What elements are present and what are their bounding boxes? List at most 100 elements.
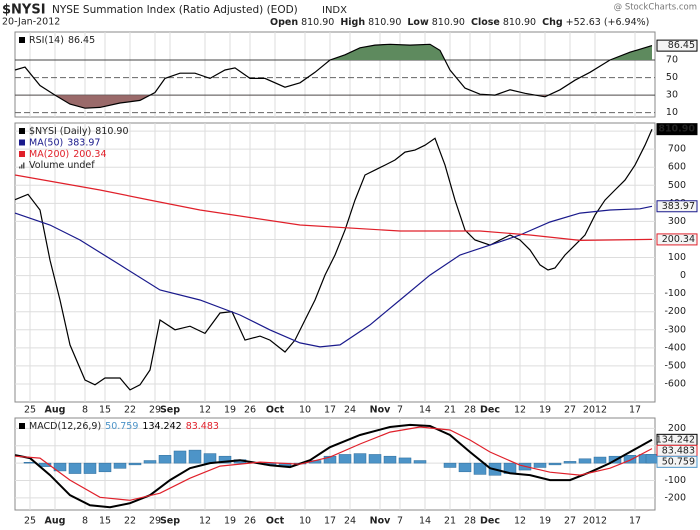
quote-value: 810.90 xyxy=(368,17,401,28)
line xyxy=(14,423,653,509)
line xyxy=(14,205,653,348)
histogram-bar xyxy=(353,453,367,464)
legend-value: 83.483 xyxy=(186,421,219,432)
quote-label: Close xyxy=(471,17,500,28)
quote-label: Open xyxy=(270,17,298,28)
histogram-bar xyxy=(623,455,637,464)
histogram-bar xyxy=(578,458,592,464)
x-tick-label: 12 xyxy=(199,405,211,416)
y-tick-label: -100 xyxy=(664,288,686,299)
histogram-bar xyxy=(593,456,607,464)
x-tick-label: Sep xyxy=(160,516,180,527)
histogram-bar xyxy=(645,454,659,464)
last-value: 200.34 xyxy=(662,234,695,245)
legend-value: 383.97 xyxy=(67,137,100,148)
index-name: NYSE Summation Index (Ratio Adjusted) (E… xyxy=(52,4,298,16)
x-tick-label: 12 xyxy=(514,516,526,527)
x-tick-label: 14 xyxy=(419,405,431,416)
legend-icon xyxy=(21,164,23,169)
quote-label: Chg xyxy=(542,17,563,28)
last-value: 86.45 xyxy=(668,40,695,51)
x-tick-label: Dec xyxy=(480,405,500,416)
y-tick-label: 30 xyxy=(666,90,678,101)
x-tick-label: 10 xyxy=(299,516,311,527)
quote-label: Low xyxy=(407,17,429,28)
x-tick-label: 15 xyxy=(99,516,111,527)
y-tick-label: -200 xyxy=(664,306,686,317)
x-tick-label: 19 xyxy=(539,516,551,527)
x-tick-label: 22 xyxy=(124,516,136,527)
x-tick-label: 10 xyxy=(299,405,311,416)
date: 20-Jan-2012 xyxy=(2,17,60,28)
x-tick-label: 21 xyxy=(444,405,456,416)
last-value-box xyxy=(656,455,698,468)
y-tick-label: -200 xyxy=(664,492,686,503)
x-tick-label: 2012 xyxy=(583,405,607,416)
legend-value: 134.242 xyxy=(142,421,181,432)
panel xyxy=(14,122,656,403)
symbol: $NYSI xyxy=(2,3,46,18)
exchange: INDX xyxy=(322,5,347,16)
histogram-bar xyxy=(368,454,382,464)
histogram-bar xyxy=(398,457,412,464)
quote-label: High xyxy=(340,17,365,28)
histogram-bar xyxy=(323,455,337,464)
x-tick-label: 7 xyxy=(397,405,403,416)
y-tick-label: 50 xyxy=(666,72,678,83)
histogram-bar xyxy=(443,462,457,468)
histogram-bar xyxy=(413,460,427,464)
y-tick-label: 10 xyxy=(666,107,678,118)
legend-swatch xyxy=(19,423,25,429)
histogram-bar xyxy=(53,462,67,472)
histogram-bar xyxy=(383,455,397,464)
legend-entry: MA(200) 200.34 xyxy=(29,149,107,160)
x-tick-label: 19 xyxy=(224,516,236,527)
x-tick-label: 8 xyxy=(82,516,88,527)
quote-value: 810.90 xyxy=(432,17,465,28)
watermark: @ StockCharts.com xyxy=(614,3,697,13)
x-tick-label: 7 xyxy=(397,516,403,527)
x-tick-label: 25 xyxy=(24,516,36,527)
y-tick-label: 600 xyxy=(668,162,686,173)
legend-value: 810.90 xyxy=(95,126,128,137)
histogram-bar xyxy=(188,449,202,464)
x-tick-label: 14 xyxy=(419,516,431,527)
x-tick-label: 17 xyxy=(324,405,336,416)
x-tick-label: 15 xyxy=(99,405,111,416)
x-tick-label: 26 xyxy=(244,405,256,416)
x-tick-label: Nov xyxy=(370,516,391,527)
legend-icon xyxy=(23,162,25,169)
histogram-bar xyxy=(143,460,157,464)
last-value: 810.90 xyxy=(658,124,695,135)
histogram-bar xyxy=(83,462,97,474)
x-tick-label: 24 xyxy=(344,516,356,527)
legend-value: 86.45 xyxy=(68,35,95,46)
histogram-bar xyxy=(563,461,577,464)
x-tick-label: 27 xyxy=(564,516,576,527)
x-tick-label: Dec xyxy=(480,516,500,527)
legend-name: MA(200) xyxy=(29,149,69,160)
x-tick-label: 19 xyxy=(224,405,236,416)
last-value: 383.97 xyxy=(662,201,695,212)
histogram-bar xyxy=(458,462,472,473)
line xyxy=(14,43,653,109)
x-tick-label: 8 xyxy=(82,405,88,416)
y-tick-label: -500 xyxy=(664,360,686,371)
y-tick-label: -600 xyxy=(664,378,686,389)
histogram-bar xyxy=(473,462,487,475)
x-tick-label: Aug xyxy=(45,516,66,527)
quote-value: +52.63 (+6.94%) xyxy=(566,17,650,28)
line xyxy=(14,174,653,242)
x-tick-label: 29 xyxy=(149,516,161,527)
x-tick-label: 22 xyxy=(124,405,136,416)
x-tick-label: 27 xyxy=(564,405,576,416)
legend-name: RSI(14) xyxy=(29,35,64,46)
legend-value: 200.34 xyxy=(73,149,106,160)
x-tick-label: Aug xyxy=(45,405,66,416)
last-value-box xyxy=(656,200,698,213)
quote-value: 810.90 xyxy=(301,17,334,28)
x-tick-label: 2012 xyxy=(583,516,607,527)
x-tick-label: 21 xyxy=(444,516,456,527)
histogram-bar xyxy=(173,450,187,464)
x-tick-label: 24 xyxy=(344,405,356,416)
